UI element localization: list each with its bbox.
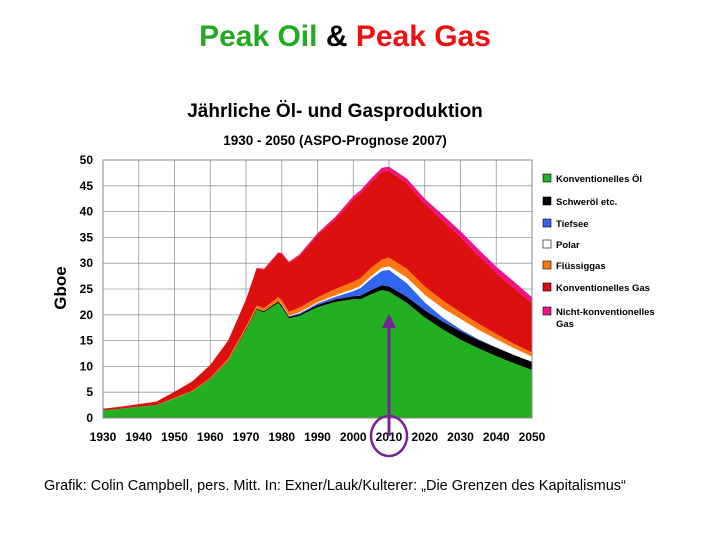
y-tick-label: 25: [80, 282, 94, 296]
x-tick-labels: 1930 1940 1950 1960 1970 1980 1990 2000 2010 2020…: [90, 430, 546, 444]
y-tick-label: 5: [86, 385, 93, 399]
legend-label: Schweröl etc.: [556, 197, 617, 208]
source-credit: Grafik: Colin Campbell, pers. Mitt. In: …: [44, 478, 626, 494]
legend-swatch: [542, 173, 552, 183]
area-schwer-l-etc: [103, 285, 532, 411]
chart-subtitle: 1930 - 2050 (ASPO-Prognose 2007): [223, 133, 447, 148]
x-tick-label: 2000: [340, 430, 367, 444]
x-tick-label: 1950: [161, 430, 188, 444]
x-tick-label: 1960: [197, 430, 224, 444]
headline-peak-oil: Peak Oil: [199, 20, 318, 53]
y-tick-label: 20: [80, 308, 94, 322]
legend-swatch: [542, 196, 552, 206]
y-tick-label: 50: [80, 153, 94, 167]
x-tick-label: 1940: [125, 430, 152, 444]
stacked-areas: [103, 166, 532, 418]
legend-swatch: [542, 306, 552, 316]
x-tick-label: 2040: [483, 430, 510, 444]
y-tick-label: 15: [80, 334, 94, 348]
y-tick-label: 0: [86, 411, 93, 425]
legend-swatch: [542, 282, 552, 292]
legend-swatch: [542, 218, 552, 228]
y-tick-label: 45: [80, 179, 94, 193]
plot-frame: [102, 159, 533, 419]
legend-swatch: [542, 239, 552, 249]
legend-label: Nicht-konventionelles Gas: [556, 307, 655, 330]
chart-title: Jährliche Öl- und Gasproduktion: [187, 101, 483, 122]
legend: Konventionelles Öl Schweröl etc. Tiefsee Po…: [542, 173, 655, 330]
y-tick-label: 35: [80, 230, 94, 244]
area-konventionelles-l: [103, 290, 532, 418]
legend-label: Polar: [556, 240, 580, 251]
y-tick-label: 10: [80, 359, 94, 373]
y-tick-label: 40: [80, 205, 94, 219]
legend-label: Tiefsee: [556, 219, 589, 230]
legend-label: Konventionelles Gas: [556, 283, 650, 294]
headline: Peak Oil & Peak Gas: [0, 20, 690, 54]
headline-ampersand: &: [325, 20, 348, 53]
y-axis-title: Gboe: [51, 266, 70, 309]
x-tick-label: 2030: [447, 430, 474, 444]
annotation-arrowhead: [382, 314, 396, 328]
x-tick-label: 1980: [268, 430, 295, 444]
y-tick-label: 30: [80, 256, 94, 270]
area-konventionelles-gas: [103, 170, 532, 411]
headline-peak-gas: Peak Gas: [355, 20, 491, 53]
x-tick-label: 2010: [376, 430, 403, 444]
legend-label: Konventionelles Öl: [556, 174, 642, 185]
x-tick-label: 1990: [304, 430, 331, 444]
legend-swatch: [542, 260, 552, 270]
legend-label: Flüssiggas: [556, 261, 606, 272]
x-tick-label: 2020: [411, 430, 438, 444]
area-polar: [103, 266, 532, 411]
y-tick-labels: 0 5 10 15 20 25 30 35 40 45 50: [80, 153, 94, 425]
annotation-circle: [369, 414, 409, 458]
annotation-2010: [369, 314, 409, 458]
x-tick-label: 2050: [519, 430, 546, 444]
x-tick-label: 1930: [90, 430, 117, 444]
x-tick-label: 1970: [233, 430, 260, 444]
area-tiefsee: [103, 269, 532, 411]
